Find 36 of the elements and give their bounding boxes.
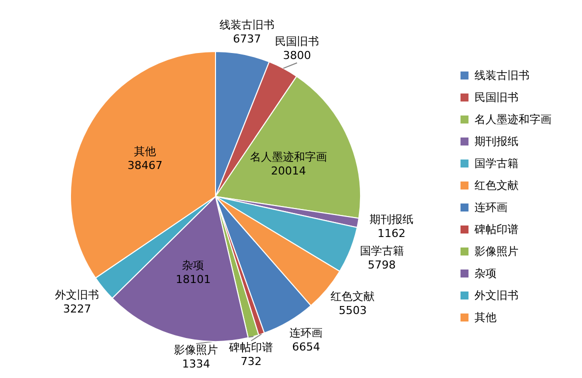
- data-label: 1334: [182, 358, 210, 371]
- data-label: 1162: [378, 226, 406, 240]
- legend-label: 名人墨迹和字画: [474, 113, 552, 126]
- legend-label: 红色文献: [474, 179, 518, 192]
- legend-label: 影像照片: [474, 245, 518, 258]
- legend-label: 外文旧书: [474, 289, 518, 302]
- slice-label: 国学古籍: [360, 244, 404, 258]
- data-label: 38467: [128, 159, 163, 172]
- legend-label: 国学古籍: [474, 157, 518, 170]
- data-label: 20014: [271, 164, 306, 178]
- legend-label: 连环画: [474, 201, 508, 214]
- slice-label: 名人墨迹和字画: [250, 150, 328, 164]
- legend-label: 碑帖印谱: [474, 223, 518, 236]
- slice-label: 民国旧书: [275, 34, 319, 48]
- slice-label: 连环画: [290, 326, 323, 340]
- data-label: 6737: [233, 32, 262, 46]
- data-label: 732: [240, 354, 262, 368]
- data-label: 5798: [368, 258, 396, 272]
- legend-label: 杂项: [474, 267, 496, 280]
- legend-label: 民国旧书: [474, 91, 518, 104]
- slice-label: 线装古旧书: [220, 18, 274, 32]
- legend-label: 线装古旧书: [474, 69, 530, 82]
- slice-label: 杂项: [182, 259, 204, 272]
- slice-label: 碑帖印谱: [228, 340, 274, 354]
- data-label: 3227: [63, 302, 92, 316]
- data-label: 5503: [338, 304, 367, 317]
- data-label: 18101: [176, 273, 211, 286]
- slice-label: 外文旧书: [55, 288, 100, 302]
- slice-label: 其他: [134, 145, 156, 158]
- slice-label: 期刊报纸: [370, 212, 414, 226]
- legend-label: 期刊报纸: [474, 135, 518, 148]
- slice-label: 影像照片: [174, 344, 218, 357]
- legend-label: 其他: [474, 311, 496, 324]
- slice-label: 红色文献: [330, 290, 375, 303]
- data-label: 3800: [283, 48, 312, 62]
- data-label: 6654: [292, 340, 320, 354]
